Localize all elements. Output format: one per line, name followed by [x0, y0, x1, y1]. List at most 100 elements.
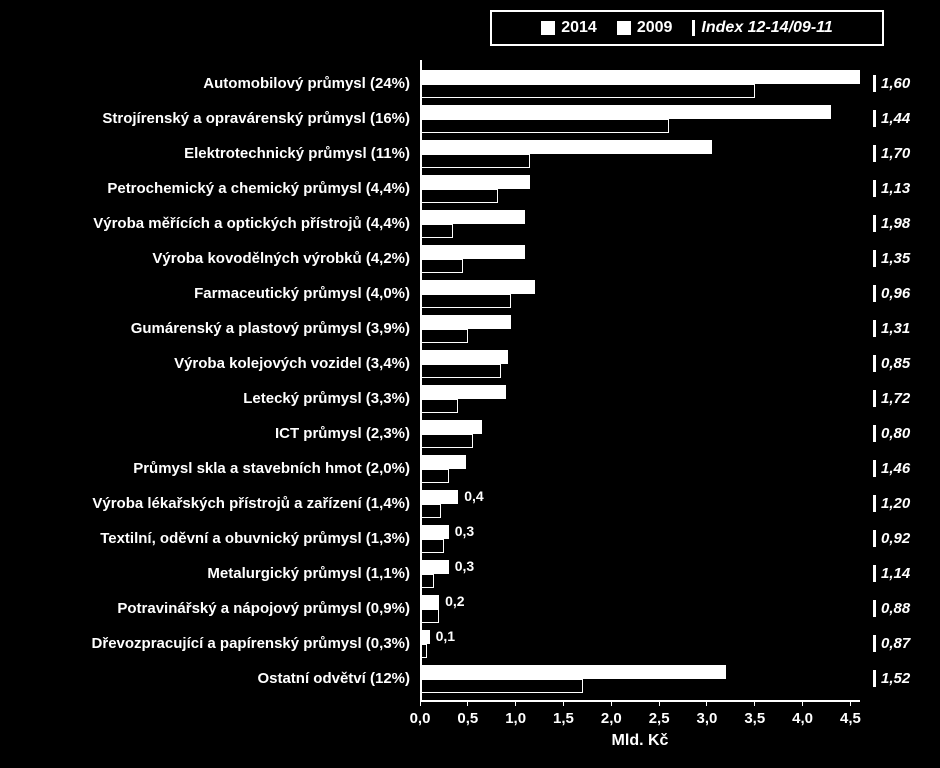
index-value: 0,88: [881, 591, 910, 626]
bar-row: 0,4: [420, 486, 860, 521]
x-tick: 3,5: [735, 700, 775, 727]
y-axis-label: Elektrotechnický průmysl (11%): [0, 136, 410, 171]
index-marker: [873, 670, 876, 687]
y-axis: Automobilový průmysl (24%)Strojírenský a…: [0, 60, 415, 700]
index-marker: [873, 635, 876, 652]
index-marker: [873, 180, 876, 197]
x-tick-label: 0,5: [448, 710, 488, 727]
index-row: 1,44: [863, 101, 938, 136]
index-value: 1,60: [881, 66, 910, 101]
index-marker: [873, 145, 876, 162]
bar-row: [420, 66, 860, 101]
index-row: 1,46: [863, 451, 938, 486]
index-value: 1,20: [881, 486, 910, 521]
x-tick-label: 2,5: [639, 710, 679, 727]
bar-value-label: 0,3: [455, 558, 474, 574]
x-tick-label: 1,0: [496, 710, 536, 727]
index-marker: [873, 75, 876, 92]
x-tick: 4,5: [830, 700, 870, 727]
x-tick-label: 0,0: [400, 710, 440, 727]
index-value: 1,46: [881, 451, 910, 486]
bar-2009: [420, 259, 463, 273]
y-axis-label: Výroba kovodělných výrobků (4,2%): [0, 241, 410, 276]
bar-2014: [420, 105, 831, 119]
x-tick-mark: [467, 700, 468, 706]
legend-label-2009: 2009: [637, 19, 673, 37]
index-value: 0,85: [881, 346, 910, 381]
bar-2014: [420, 560, 449, 574]
bar-2014: [420, 525, 449, 539]
x-tick: 1,5: [543, 700, 583, 727]
y-axis-label: Dřevozpracující a papírenský průmysl (0,…: [0, 626, 410, 661]
x-tick: 2,0: [591, 700, 631, 727]
x-tick-mark: [563, 700, 564, 706]
bar-2014: [420, 175, 530, 189]
index-marker: [873, 110, 876, 127]
x-tick-label: 4,5: [830, 710, 870, 727]
bar-2014: [420, 490, 458, 504]
bar-2009: [420, 399, 458, 413]
x-tick-mark: [802, 700, 803, 706]
index-row: 1,14: [863, 556, 938, 591]
y-axis-label: ICT průmysl (2,3%): [0, 416, 410, 451]
index-value: 1,72: [881, 381, 910, 416]
index-row: 1,52: [863, 661, 938, 696]
x-tick-mark: [611, 700, 612, 706]
y-axis-label: Letecký průmysl (3,3%): [0, 381, 410, 416]
bar-row: 0,3: [420, 521, 860, 556]
y-axis-label: Automobilový průmysl (24%): [0, 66, 410, 101]
bar-row: [420, 416, 860, 451]
x-tick-mark: [754, 700, 755, 706]
bar-2009: [420, 539, 444, 553]
x-tick-mark: [515, 700, 516, 706]
bar-2009: [420, 574, 434, 588]
bar-row: [420, 346, 860, 381]
bar-2009: [420, 189, 498, 203]
x-axis-title: Mld. Kč: [420, 732, 860, 750]
index-marker: [873, 320, 876, 337]
index-marker: [873, 250, 876, 267]
bar-2014: [420, 455, 466, 469]
x-tick-label: 3,0: [687, 710, 727, 727]
index-value: 0,80: [881, 416, 910, 451]
y-axis-label: Výroba měřících a optických přístrojů (4…: [0, 206, 410, 241]
x-tick-label: 4,0: [783, 710, 823, 727]
x-tick: 4,0: [783, 700, 823, 727]
legend-label-2014: 2014: [561, 19, 597, 37]
index-marker: [873, 355, 876, 372]
legend-item-2009: 2009: [617, 19, 673, 37]
y-axis-line: [420, 60, 422, 702]
index-marker: [873, 460, 876, 477]
bar-2014: [420, 210, 525, 224]
y-axis-label: Textilní, oděvní a obuvnický průmysl (1,…: [0, 521, 410, 556]
legend-item-index: Index 12-14/09-11: [692, 19, 832, 37]
y-axis-label: Metalurgický průmysl (1,1%): [0, 556, 410, 591]
index-marker: [873, 530, 876, 547]
y-axis-label: Výroba lékařských přístrojů a zařízení (…: [0, 486, 410, 521]
index-value: 1,13: [881, 171, 910, 206]
bar-2014: [420, 665, 726, 679]
x-tick-mark: [850, 700, 851, 706]
y-axis-label: Průmysl skla a stavebních hmot (2,0%): [0, 451, 410, 486]
bar-2009: [420, 609, 439, 623]
index-row: 1,70: [863, 136, 938, 171]
index-marker: [873, 600, 876, 617]
legend-swatch-2009: [617, 21, 631, 35]
bar-2009: [420, 504, 441, 518]
bar-2009: [420, 154, 530, 168]
x-tick-mark: [420, 700, 421, 706]
y-axis-label: Potravinářský a nápojový průmysl (0,9%): [0, 591, 410, 626]
bar-row: 0,2: [420, 591, 860, 626]
index-row: 1,72: [863, 381, 938, 416]
bar-2009: [420, 84, 755, 98]
bar-row: [420, 276, 860, 311]
bar-row: [420, 171, 860, 206]
bar-2009: [420, 469, 449, 483]
x-tick: 0,5: [448, 700, 488, 727]
x-tick-mark: [706, 700, 707, 706]
index-row: 1,60: [863, 66, 938, 101]
bar-row: [420, 451, 860, 486]
bar-2009: [420, 224, 453, 238]
x-tick: 2,5: [639, 700, 679, 727]
bar-value-label: 0,4: [464, 488, 483, 504]
